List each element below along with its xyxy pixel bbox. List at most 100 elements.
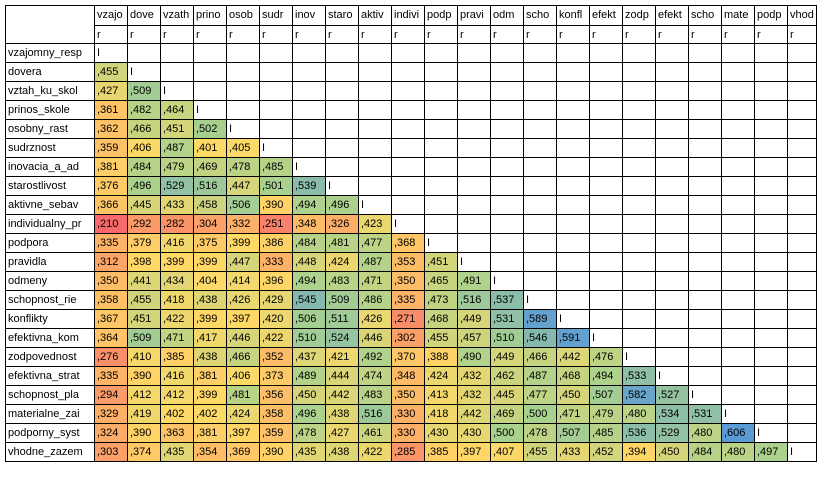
empty-cell [325, 43, 359, 63]
empty-cell [721, 214, 755, 234]
diagonal-cell: I [391, 214, 425, 234]
correlation-cell: ,412 [160, 385, 194, 405]
correlation-cell: ,367 [94, 309, 128, 329]
correlation-cell: ,487 [523, 366, 557, 386]
correlation-cell: ,361 [94, 100, 128, 120]
correlation-cell: ,591 [556, 328, 590, 348]
empty-cell [787, 252, 817, 272]
correlation-cell: ,546 [523, 328, 557, 348]
column-subheader: r [754, 25, 788, 44]
correlation-cell: ,492 [358, 347, 392, 367]
empty-cell [358, 81, 392, 101]
column-header-odm: odm [490, 5, 524, 26]
correlation-cell: ,451 [160, 119, 194, 139]
empty-cell [787, 290, 817, 310]
correlation-cell: ,251 [259, 214, 293, 234]
correlation-cell: ,335 [94, 366, 128, 386]
correlation-cell: ,416 [160, 366, 194, 386]
correlation-cell: ,496 [325, 195, 359, 215]
correlation-cell: ,438 [193, 347, 227, 367]
correlation-cell: ,417 [193, 328, 227, 348]
empty-cell [589, 157, 623, 177]
column-subheader: r [226, 25, 260, 44]
empty-cell [457, 62, 491, 82]
correlation-cell: ,381 [94, 157, 128, 177]
empty-cell [556, 119, 590, 139]
empty-cell [193, 62, 227, 82]
column-header-konfl: konfl [556, 5, 590, 26]
correlation-cell: ,399 [193, 385, 227, 405]
correlation-cell: ,447 [226, 252, 260, 272]
diagonal-cell: I [127, 62, 161, 82]
correlation-cell: ,399 [226, 233, 260, 253]
correlation-cell: ,438 [325, 442, 359, 462]
empty-cell [688, 138, 722, 158]
correlation-cell: ,285 [391, 442, 425, 462]
correlation-cell: ,531 [490, 309, 524, 329]
row-label: pravidla [5, 252, 95, 272]
empty-cell [721, 119, 755, 139]
correlation-cell: ,485 [589, 423, 623, 443]
correlation-cell: ,414 [226, 271, 260, 291]
empty-cell [622, 138, 656, 158]
empty-cell [556, 233, 590, 253]
correlation-cell: ,419 [127, 404, 161, 424]
row-label: prinos_skole [5, 100, 95, 120]
correlation-cell: ,497 [754, 442, 788, 462]
empty-cell [556, 43, 590, 63]
correlation-cell: ,426 [226, 290, 260, 310]
correlation-cell: ,516 [358, 404, 392, 424]
diagonal-cell: I [721, 404, 755, 424]
correlation-cell: ,412 [127, 385, 161, 405]
empty-cell [622, 290, 656, 310]
correlation-cell: ,509 [325, 290, 359, 310]
correlation-cell: ,461 [358, 423, 392, 443]
empty-cell [523, 62, 557, 82]
empty-cell [358, 119, 392, 139]
diagonal-cell: I [589, 328, 623, 348]
table-row: vzajomny_resp I [5, 43, 817, 63]
column-header-podp: podp [424, 5, 458, 26]
empty-cell [523, 252, 557, 272]
column-header-indivi: indivi [391, 5, 425, 26]
empty-cell [787, 366, 817, 386]
correlation-cell: ,406 [127, 138, 161, 158]
diagonal-cell: I [226, 119, 260, 139]
empty-cell [655, 309, 689, 329]
empty-cell [754, 328, 788, 348]
correlation-cell: ,483 [358, 385, 392, 405]
diagonal-cell: I [622, 347, 656, 367]
empty-cell [259, 62, 293, 82]
empty-cell [721, 100, 755, 120]
empty-cell [688, 157, 722, 177]
correlation-cell: ,478 [292, 423, 326, 443]
correlation-cell: ,304 [193, 214, 227, 234]
empty-cell [754, 347, 788, 367]
empty-cell [787, 43, 817, 63]
correlation-cell: ,468 [556, 366, 590, 386]
column-header-osob: osob [226, 5, 260, 26]
empty-cell [457, 157, 491, 177]
correlation-cell: ,606 [721, 423, 755, 443]
empty-cell [688, 271, 722, 291]
correlation-cell: ,399 [193, 252, 227, 272]
table-row: konflikty ,367,451,422,399,397,420,506,51… [5, 309, 817, 329]
correlation-cell: ,516 [457, 290, 491, 310]
empty-cell [622, 62, 656, 82]
correlation-cell: ,396 [259, 271, 293, 291]
correlation-cell: ,484 [688, 442, 722, 462]
correlation-cell: ,294 [94, 385, 128, 405]
column-header-prino: prino [193, 5, 227, 26]
correlation-cell: ,452 [589, 442, 623, 462]
table-row: schopnost_rie ,358,455,418,438,426,429,54… [5, 290, 817, 310]
empty-cell [655, 290, 689, 310]
correlation-cell: ,335 [391, 290, 425, 310]
column-subheader: r [589, 25, 623, 44]
diagonal-cell: I [754, 423, 788, 443]
empty-cell [358, 157, 392, 177]
column-subheader: r [94, 25, 128, 44]
empty-cell [688, 347, 722, 367]
diagonal-cell: I [457, 252, 491, 272]
correlation-cell: ,529 [160, 176, 194, 196]
correlation-cell: ,471 [160, 328, 194, 348]
